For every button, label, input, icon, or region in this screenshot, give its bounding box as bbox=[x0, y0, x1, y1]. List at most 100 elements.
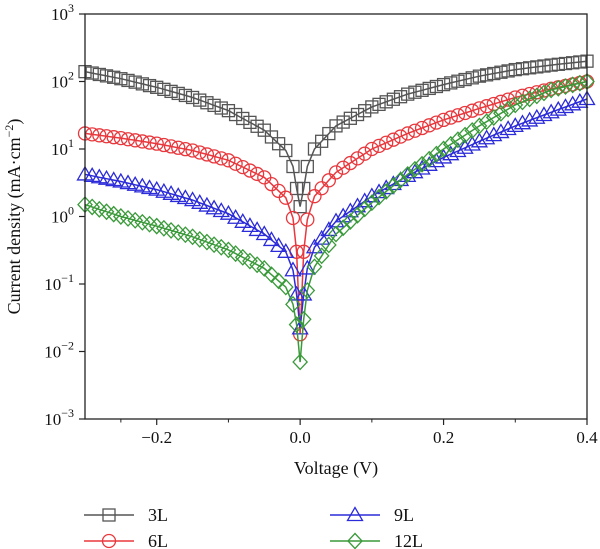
data-point-3L bbox=[350, 107, 365, 122]
data-point-3L bbox=[257, 123, 271, 137]
data-point-9L bbox=[183, 191, 202, 207]
data-point-12L bbox=[220, 241, 237, 259]
data-point-3L bbox=[250, 119, 264, 133]
data-point-6L bbox=[206, 149, 222, 164]
y-axis-title-main: Current density (mA·cm bbox=[4, 137, 25, 314]
data-point-6L bbox=[379, 135, 394, 150]
data-point-9L bbox=[277, 242, 295, 258]
data-point-6L bbox=[508, 90, 523, 105]
data-point-12L bbox=[335, 219, 352, 237]
data-point-3L bbox=[537, 59, 551, 73]
data-point-3L bbox=[293, 199, 307, 214]
data-point-3L bbox=[135, 77, 150, 91]
data-point-6L bbox=[450, 108, 466, 123]
data-point-3L bbox=[494, 65, 508, 79]
data-point-6L bbox=[149, 136, 164, 151]
data-point-3L bbox=[178, 88, 193, 103]
data-point-6L bbox=[479, 99, 494, 114]
data-point-3L bbox=[415, 83, 429, 97]
data-point-12L bbox=[392, 171, 409, 189]
data-point-9L bbox=[434, 148, 453, 164]
data-point-6L bbox=[171, 140, 186, 155]
series-12L bbox=[77, 73, 595, 371]
data-point-6L bbox=[522, 86, 537, 102]
data-point-9L bbox=[155, 182, 173, 198]
data-point-6L bbox=[393, 129, 408, 144]
series-6L bbox=[77, 74, 595, 342]
data-point-3L bbox=[107, 70, 121, 84]
data-point-9L bbox=[176, 189, 195, 205]
plot-frame bbox=[84, 13, 588, 420]
data-point-6L bbox=[228, 156, 243, 171]
y-tick-label: 102 bbox=[51, 69, 74, 92]
data-point-6L bbox=[321, 173, 336, 188]
data-point-9L bbox=[542, 103, 560, 119]
data-point-9L bbox=[521, 111, 539, 127]
data-point-3L bbox=[236, 111, 250, 126]
data-point-3L bbox=[221, 103, 236, 118]
legend-marker-6L bbox=[101, 533, 117, 549]
data-point-3L bbox=[300, 159, 314, 174]
data-point-12L bbox=[500, 100, 517, 118]
data-point-12L bbox=[227, 245, 244, 263]
data-point-6L bbox=[278, 190, 293, 205]
data-point-6L bbox=[472, 101, 487, 116]
data-point-6L bbox=[99, 129, 114, 144]
data-point-6L bbox=[242, 163, 258, 178]
data-point-9L bbox=[420, 156, 438, 171]
legend-label: 9L bbox=[394, 505, 414, 525]
data-point-12L bbox=[428, 145, 445, 163]
data-point-9L bbox=[341, 202, 359, 218]
data-point-6L bbox=[156, 137, 172, 153]
data-point-9L bbox=[298, 259, 316, 275]
data-point-6L bbox=[235, 159, 250, 175]
data-point-3L bbox=[451, 74, 465, 88]
data-point-12L bbox=[399, 165, 416, 183]
data-point-9L bbox=[477, 129, 496, 145]
data-point-6L bbox=[350, 151, 365, 166]
data-point-6L bbox=[336, 160, 351, 175]
data-point-6L bbox=[296, 244, 311, 259]
data-point-12L bbox=[270, 272, 287, 290]
data-point-9L bbox=[556, 98, 575, 114]
data-point-12L bbox=[306, 258, 323, 276]
data-point-6L bbox=[85, 127, 100, 142]
data-point-3L bbox=[228, 107, 243, 122]
data-point-12L bbox=[571, 74, 588, 92]
data-point-3L bbox=[286, 159, 300, 174]
data-point-12L bbox=[450, 131, 466, 149]
data-point-9L bbox=[571, 92, 589, 108]
data-point-9L bbox=[241, 217, 259, 233]
data-point-12L bbox=[457, 126, 473, 144]
data-point-12L bbox=[442, 135, 459, 153]
data-point-9L bbox=[234, 213, 252, 228]
data-point-3L bbox=[508, 62, 522, 77]
data-point-12L bbox=[249, 256, 266, 274]
data-point-3L bbox=[487, 66, 501, 81]
data-point-6L bbox=[214, 151, 229, 166]
data-point-6L bbox=[113, 130, 129, 146]
data-point-3L bbox=[243, 115, 257, 130]
data-point-12L bbox=[313, 247, 330, 265]
data-point-6L bbox=[249, 166, 265, 182]
data-point-9L bbox=[535, 106, 553, 122]
data-point-6L bbox=[457, 105, 473, 121]
data-point-3L bbox=[99, 69, 114, 83]
legend: 3L 6L 9L 12L bbox=[84, 505, 423, 549]
data-point-9L bbox=[205, 199, 223, 215]
data-point-6L bbox=[328, 165, 344, 180]
data-point-9L bbox=[284, 261, 302, 277]
data-point-3L bbox=[472, 69, 487, 83]
data-point-12L bbox=[435, 140, 452, 158]
data-point-6L bbox=[429, 115, 444, 130]
data-point-9L bbox=[506, 117, 524, 133]
data-point-6L bbox=[465, 103, 480, 118]
data-point-12L bbox=[378, 182, 395, 200]
data-point-3L bbox=[200, 96, 214, 110]
data-point-12L bbox=[356, 200, 373, 218]
data-point-9L bbox=[513, 114, 532, 130]
data-point-3L bbox=[142, 78, 157, 93]
data-point-3L bbox=[315, 134, 329, 148]
data-point-3L bbox=[401, 87, 415, 101]
data-point-6L bbox=[422, 118, 437, 133]
